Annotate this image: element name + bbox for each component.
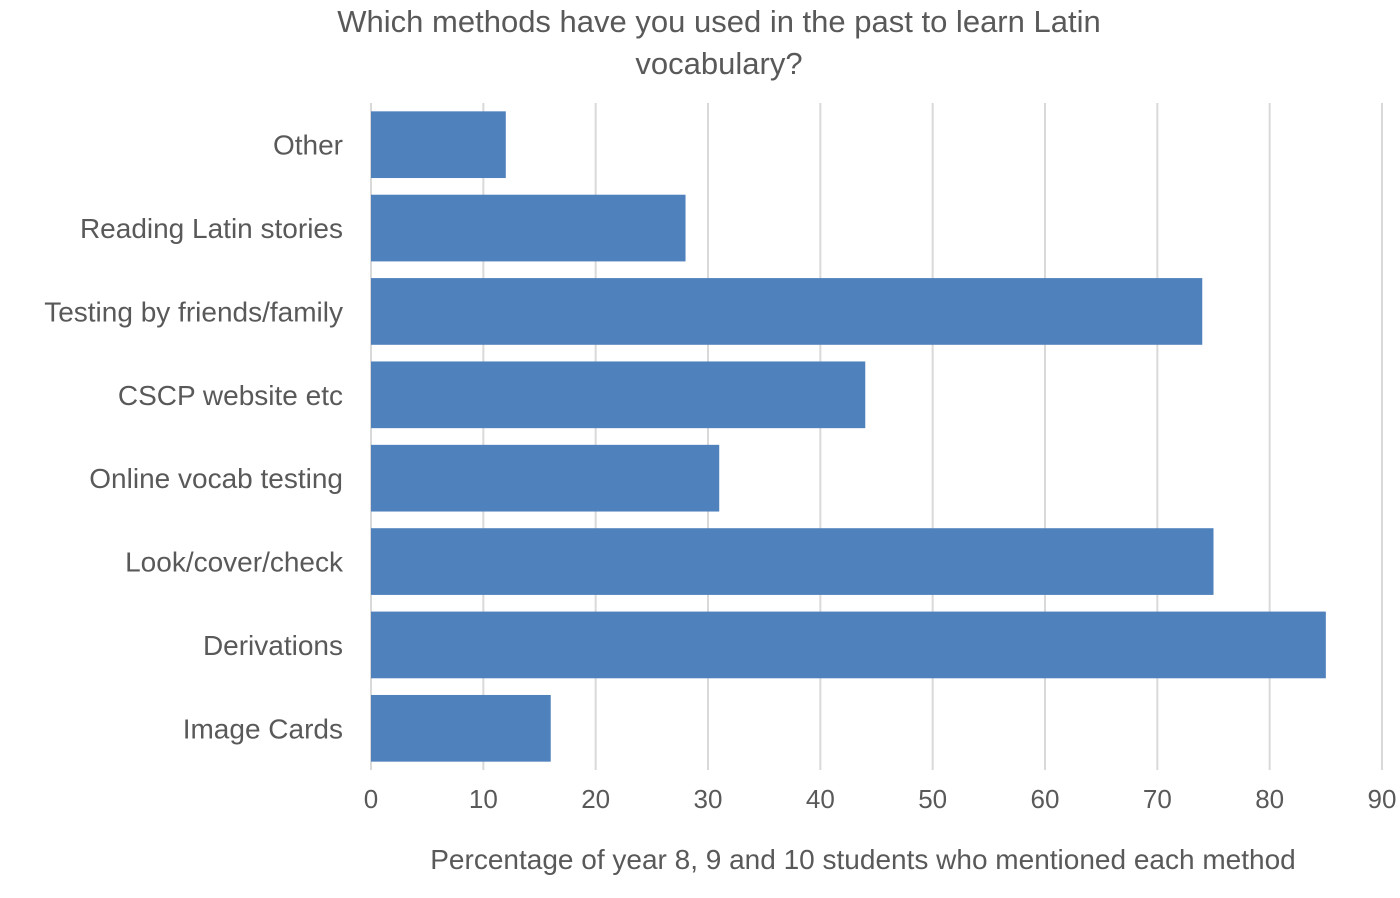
category-label-look-cover-check: Look/cover/check [125,547,344,578]
category-label-derivations: Derivations [203,630,343,661]
x-tick-label-70: 70 [1143,784,1172,814]
bars [371,111,1326,762]
bar-image-cards [371,694,551,762]
bar-reading-latin-stories [371,194,686,262]
category-label-online-vocab-testing: Online vocab testing [89,463,343,494]
chart-title-line-1: Which methods have you used in the past … [337,4,1100,39]
category-label-image-cards: Image Cards [183,713,343,744]
x-tick-label-60: 60 [1031,784,1060,814]
x-tick-label-80: 80 [1255,784,1284,814]
category-labels: Other Reading Latin stories Testing by fri… [44,130,344,745]
bar-online-vocab-testing [371,444,720,512]
x-tick-label-50: 50 [918,784,947,814]
bar-testing-by-friends-family [371,278,1203,345]
x-tick-label-20: 20 [581,784,610,814]
x-tick-label-0: 0 [364,784,378,814]
bar-other [371,111,506,179]
x-tick-label-10: 10 [469,784,498,814]
chart-title-line-2: vocabulary? [635,46,802,81]
x-tick-label-40: 40 [806,784,835,814]
category-label-reading-latin-stories: Reading Latin stories [80,213,343,244]
x-tick-label-90: 90 [1368,784,1397,814]
category-label-testing-by-friends-family: Testing by friends/family [44,296,343,327]
bar-derivations [371,611,1326,679]
bar-look-cover-check [371,528,1214,595]
category-label-cscp-website-etc: CSCP website etc [118,380,343,411]
x-tick-labels: 0 10 20 30 40 50 60 70 80 90 [364,784,1397,814]
category-label-other: Other [273,130,343,161]
x-axis-title: Percentage of year 8, 9 and 10 students … [430,844,1295,875]
x-tick-label-30: 30 [694,784,723,814]
bar-cscp-website-etc [371,361,866,429]
